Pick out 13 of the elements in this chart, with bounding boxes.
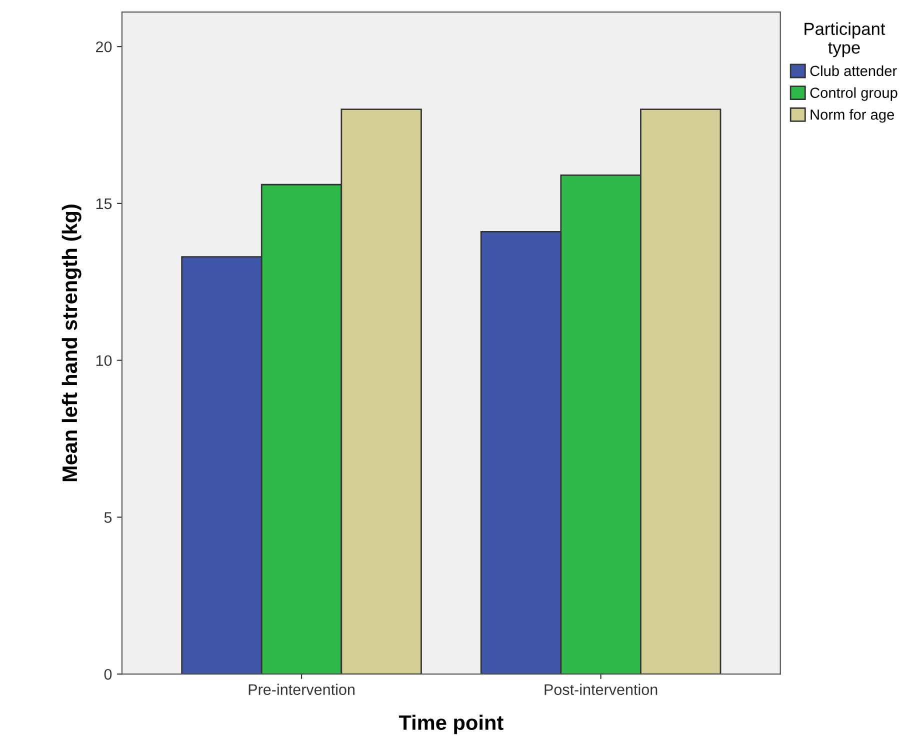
x-tick-label: Post-intervention <box>544 684 658 696</box>
y-tick-label: 0 <box>104 668 112 680</box>
x-axis-title: Time point <box>398 714 504 734</box>
x-tick-label: Pre-intervention <box>248 684 354 696</box>
y-tick-label: 15 <box>96 198 112 210</box>
y-tick-label: 5 <box>104 512 112 523</box>
legend-label: Control group <box>810 87 898 101</box>
y-tick-label: 10 <box>96 355 112 366</box>
legend-title: Participant type <box>804 22 886 58</box>
legend-label: Norm for age <box>810 109 894 123</box>
legend-label: Club attender <box>810 65 897 76</box>
y-axis-title: Mean left hand strength (kg) <box>62 204 82 482</box>
y-tick-label: 20 <box>96 41 112 52</box>
